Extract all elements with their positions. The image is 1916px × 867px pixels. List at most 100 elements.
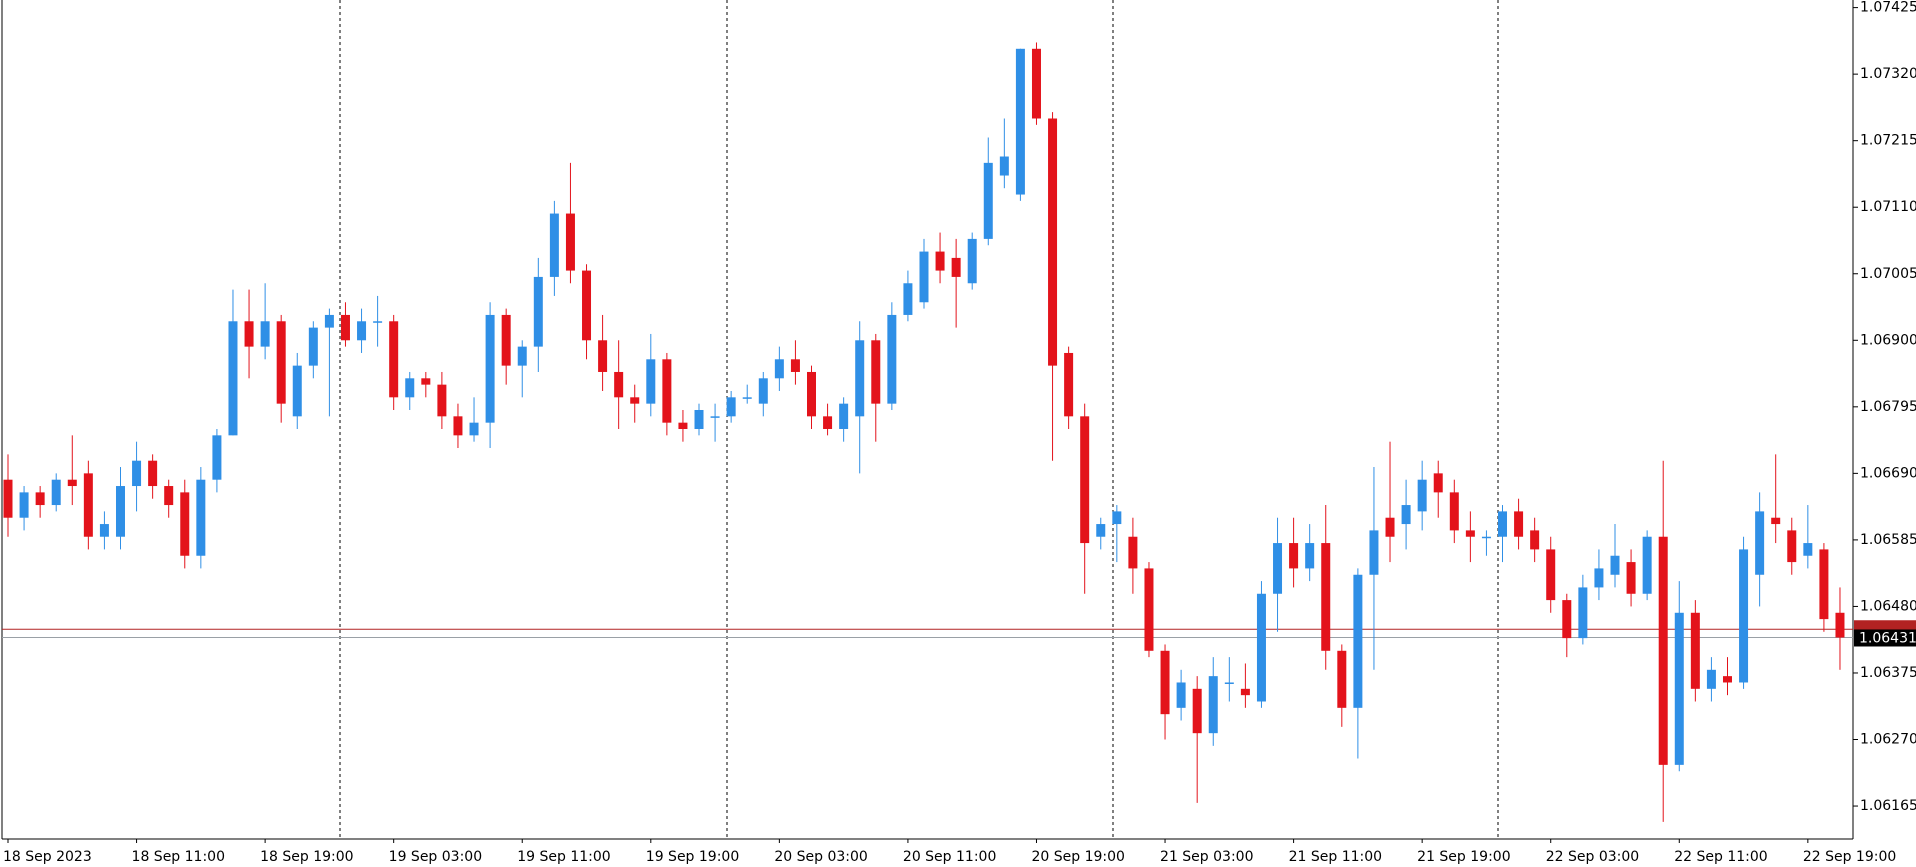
candle-body [1610, 555, 1620, 575]
candle-body [485, 314, 495, 423]
candle-body [1449, 492, 1459, 531]
candle-body [533, 276, 543, 347]
candle-body [1594, 568, 1604, 588]
candle-body [807, 371, 816, 417]
candle-body [678, 422, 688, 430]
x-tick-label: 21 Sep 11:00 [1289, 849, 1382, 865]
candle-body [983, 162, 993, 239]
candle-body [1658, 536, 1668, 765]
y-tick-label: 1.06165 [1860, 798, 1916, 814]
y-tick-label: 1.06585 [1860, 532, 1916, 548]
candle-body [196, 479, 206, 556]
candle-body [115, 486, 125, 537]
x-tick-label: 21 Sep 19:00 [1417, 849, 1510, 865]
candle-body [501, 314, 511, 366]
candle-body [598, 340, 608, 372]
candle-body [83, 473, 93, 537]
candle-body [1803, 543, 1813, 556]
candle-body [1722, 676, 1732, 683]
candle-body [1819, 549, 1829, 620]
candle-body [903, 283, 913, 315]
candle-body [1369, 530, 1379, 575]
candle-body [244, 321, 254, 347]
candle-body [1305, 543, 1315, 569]
candle-body [1771, 517, 1781, 525]
candle-body [614, 371, 624, 398]
candle-body [389, 321, 399, 398]
candle-body [871, 340, 881, 404]
y-tick-label: 1.07110 [1860, 199, 1916, 215]
y-tick-label: 1.06690 [1860, 465, 1916, 481]
candle-body [1433, 473, 1443, 493]
candle-body [1096, 524, 1106, 537]
candle-body [1498, 511, 1508, 537]
candle-body [148, 460, 158, 487]
candle-body [1546, 549, 1556, 601]
x-tick-label: 22 Sep 19:00 [1803, 849, 1896, 865]
candle-body [1144, 568, 1154, 651]
candle-body [1337, 650, 1347, 708]
candle-body [630, 397, 640, 404]
x-tick-label: 22 Sep 11:00 [1674, 849, 1767, 865]
candle-body [1289, 543, 1299, 569]
candle-body [742, 397, 752, 399]
candle-body [1465, 530, 1475, 537]
x-tick-label: 20 Sep 03:00 [774, 849, 867, 865]
candle-body [1642, 536, 1652, 594]
candle-body [694, 409, 704, 430]
candle-body [935, 251, 945, 271]
candle-body [1755, 511, 1765, 575]
x-tick-label: 18 Sep 11:00 [132, 849, 225, 865]
candle-body [1578, 587, 1588, 639]
bid-price-label: 1.06431 [1859, 630, 1916, 646]
candle-body [308, 327, 318, 366]
y-tick-label: 1.06480 [1860, 598, 1916, 614]
candle-body [1031, 48, 1041, 119]
candle-body [1353, 574, 1363, 708]
candle-body [99, 524, 109, 537]
candle-body [1112, 511, 1122, 525]
x-tick-label: 21 Sep 03:00 [1160, 849, 1253, 865]
candle-body [1562, 600, 1572, 639]
candle-body [1385, 517, 1395, 537]
candles [3, 42, 1845, 822]
candle-body [260, 321, 270, 347]
candle-body [1706, 669, 1716, 689]
bid-price-box [1854, 629, 1916, 647]
candle-body [1224, 682, 1234, 684]
candle-body [823, 416, 833, 430]
candle-body [855, 340, 865, 417]
candle-body [646, 359, 656, 404]
candle-body [1273, 543, 1283, 594]
candle-body [340, 314, 350, 341]
y-tick-label: 1.06375 [1860, 665, 1916, 681]
y-tick-label: 1.07320 [1860, 66, 1916, 82]
x-tick-label: 20 Sep 19:00 [1031, 849, 1124, 865]
x-tick-label: 20 Sep 11:00 [903, 849, 996, 865]
candle-body [357, 321, 367, 341]
candle-body [726, 397, 736, 417]
candle-body [1401, 505, 1411, 525]
candle-body [1176, 682, 1186, 708]
y-tick-label: 1.06270 [1860, 732, 1916, 748]
candle-body [180, 492, 190, 556]
candle-body [1674, 612, 1684, 765]
candle-body [1321, 543, 1331, 651]
candle-body [1514, 511, 1524, 537]
candle-body [1240, 688, 1250, 696]
candle-body [999, 156, 1009, 176]
y-tick-label: 1.06795 [1860, 399, 1916, 415]
x-tick-label: 18 Sep 19:00 [260, 849, 353, 865]
candle-body [887, 314, 897, 404]
candle-body [1835, 612, 1845, 638]
candle-body [1690, 612, 1700, 689]
candle-body [919, 251, 929, 303]
candle-body [1015, 48, 1025, 195]
y-tick-label: 1.06900 [1860, 332, 1916, 348]
candle-body [967, 238, 977, 284]
candle-body [1160, 650, 1170, 715]
candle-body [1417, 479, 1427, 512]
x-tick-label: 19 Sep 03:00 [389, 849, 482, 865]
candle-body [758, 378, 768, 404]
candle-body [1048, 118, 1058, 366]
